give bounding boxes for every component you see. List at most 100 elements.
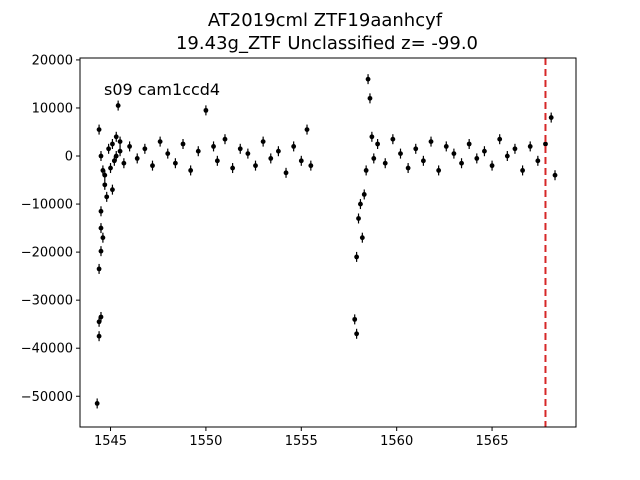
data-point — [520, 168, 525, 173]
data-point — [96, 266, 102, 272]
y-tick-label: −40000 — [21, 342, 73, 357]
y-tick-label: −20000 — [21, 246, 73, 261]
data-point — [352, 316, 358, 322]
data-point — [365, 76, 371, 82]
data-point — [98, 225, 104, 231]
data-point — [98, 248, 104, 254]
data-point — [482, 148, 487, 154]
data-point — [552, 172, 558, 178]
data-point — [211, 144, 216, 149]
data-point — [354, 331, 360, 337]
data-point — [134, 156, 140, 161]
data-point — [110, 141, 115, 147]
data-point — [283, 170, 289, 176]
data-point — [512, 146, 518, 152]
data-point — [108, 165, 113, 171]
data-point — [382, 160, 388, 166]
plot-area: 1545 1550 1555 1560 1565 −50000 −40000 −30000 −2… — [21, 53, 577, 449]
y-tick-label: 20000 — [32, 53, 73, 68]
data-point — [428, 139, 434, 145]
data-point — [369, 134, 375, 140]
data-point — [98, 314, 104, 320]
data-point — [117, 148, 123, 154]
data-point — [102, 182, 108, 188]
data-point — [110, 187, 115, 193]
data-point — [195, 148, 201, 154]
data-point — [304, 127, 310, 132]
data-point — [354, 254, 360, 260]
data-point — [214, 158, 220, 164]
data-point — [548, 115, 554, 120]
data-point — [115, 103, 121, 108]
data-point — [113, 153, 119, 159]
x-tick-label: 1565 — [476, 434, 509, 449]
data-point — [253, 163, 258, 169]
data-point — [121, 160, 127, 166]
y-tick-label: 0 — [65, 150, 73, 165]
chart-title: AT2019cml ZTF19aanhcyf — [208, 10, 443, 31]
data-point — [188, 168, 194, 173]
data-point — [142, 146, 148, 152]
data-point — [361, 192, 367, 197]
data-point — [276, 148, 281, 154]
data-point — [359, 235, 365, 241]
data-point — [222, 136, 228, 142]
data-point — [237, 146, 243, 152]
data-point — [527, 144, 533, 149]
y-tick-label: −10000 — [21, 198, 73, 213]
data-point — [367, 95, 373, 101]
data-point — [436, 168, 442, 173]
data-point — [504, 153, 510, 159]
data-point — [230, 165, 236, 171]
data-point — [106, 146, 112, 152]
x-tick-label: 1560 — [380, 434, 413, 449]
data-point — [180, 141, 186, 147]
data-point — [203, 107, 209, 113]
data-point — [127, 144, 132, 149]
data-point — [390, 136, 396, 142]
data-point — [375, 141, 380, 147]
data-point — [157, 139, 163, 145]
data-point — [245, 151, 251, 157]
data-point — [308, 163, 314, 169]
annotation-label: s09 cam1ccd4 — [104, 80, 220, 99]
data-point — [165, 151, 171, 157]
data-point — [356, 216, 361, 221]
data-point — [98, 208, 104, 214]
data-point — [543, 141, 548, 147]
data-point — [413, 146, 419, 152]
data-point — [117, 139, 123, 145]
data-point — [100, 168, 106, 173]
data-point — [398, 151, 403, 157]
data-point — [113, 134, 119, 140]
data-point — [150, 163, 155, 169]
data-point — [535, 158, 541, 164]
data-point — [358, 201, 363, 207]
data-point — [260, 139, 266, 145]
data-point — [474, 156, 480, 161]
data-point — [96, 333, 102, 339]
data-point — [96, 127, 102, 132]
data-point — [268, 156, 274, 161]
data-point — [489, 163, 495, 169]
data-point — [102, 172, 108, 178]
data-point — [100, 235, 106, 241]
data-point — [94, 401, 100, 406]
data-point — [172, 160, 178, 166]
data-point — [96, 319, 102, 325]
x-tick-label: 1555 — [285, 434, 318, 449]
data-point — [111, 158, 117, 164]
data-point — [363, 168, 369, 173]
data-point — [497, 136, 503, 142]
axes-frame — [79, 57, 577, 428]
data-point — [459, 160, 464, 166]
chart-subtitle: 19.43g_ZTF Unclassified z= -99.0 — [176, 33, 478, 54]
data-point — [104, 194, 110, 200]
y-tick-label: 10000 — [32, 101, 73, 116]
x-tick-label: 1545 — [94, 434, 127, 449]
data-point — [420, 158, 426, 164]
data-point — [298, 158, 304, 164]
x-tick-label: 1550 — [189, 434, 222, 449]
